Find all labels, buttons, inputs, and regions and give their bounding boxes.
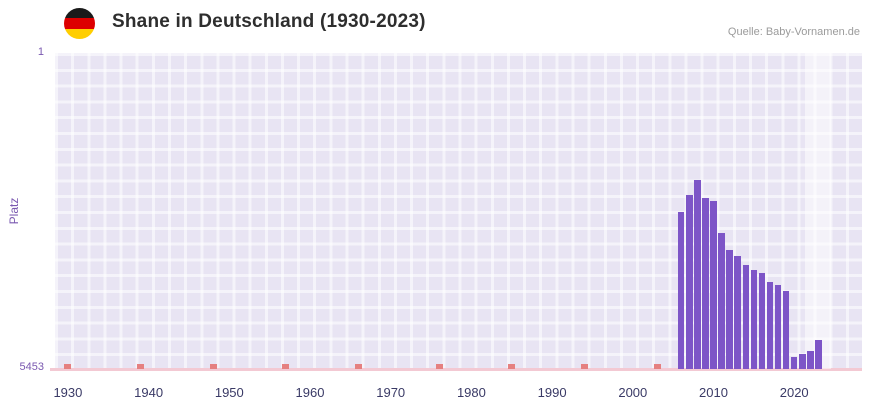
x-tick-label-1990: 1990 xyxy=(537,385,567,400)
x-tick-label-2010: 2010 xyxy=(699,385,728,400)
no-rank-marker-1948[interactable] xyxy=(209,364,217,369)
flag-stripe-red xyxy=(64,18,95,29)
plot-area xyxy=(50,53,862,371)
x-tick-label-1950: 1950 xyxy=(214,385,244,400)
x-axis-line xyxy=(50,368,862,371)
current-year-highlight-band xyxy=(804,53,831,369)
germany-flag-icon xyxy=(64,8,95,39)
x-axis-labels: 1930 1940 1950 1960 1970 1980 1990 2000 2010 2020 xyxy=(53,385,862,403)
no-rank-marker-1976[interactable] xyxy=(435,364,443,369)
rank-bar-2013[interactable] xyxy=(734,255,741,369)
rank-bar-2009[interactable] xyxy=(702,197,709,369)
rank-bar-2022[interactable] xyxy=(807,351,814,369)
chart-title: Shane in Deutschland (1930-2023) xyxy=(112,11,426,32)
no-rank-marker-2003[interactable] xyxy=(653,364,661,369)
x-tick-label-1980: 1980 xyxy=(456,385,486,400)
no-rank-marker-1966[interactable] xyxy=(354,364,362,369)
rank-bar-2018[interactable] xyxy=(774,284,782,369)
rank-bar-2020[interactable] xyxy=(790,357,798,369)
x-tick-label-1930: 1930 xyxy=(53,385,83,400)
rank-bar-2006[interactable] xyxy=(677,212,685,369)
x-tick-label-1960: 1960 xyxy=(295,385,325,400)
rank-bar-2010[interactable] xyxy=(710,200,717,369)
rank-bar-2014[interactable] xyxy=(742,264,750,369)
flag-stripe-gold xyxy=(64,28,95,39)
flag-stripe-black xyxy=(64,8,95,19)
rank-bar-2008[interactable] xyxy=(694,180,701,369)
rank-bar-2019[interactable] xyxy=(782,290,790,369)
rank-bar-2023[interactable] xyxy=(815,339,822,369)
x-tick-label-2020: 2020 xyxy=(779,385,809,400)
x-tick-label-1940: 1940 xyxy=(134,385,164,400)
no-rank-marker-1957[interactable] xyxy=(282,364,290,369)
y-axis-title: Platz xyxy=(7,197,21,225)
source-credit: Quelle: Baby-Vornamen.de xyxy=(727,26,860,38)
x-tick-label-1970: 1970 xyxy=(376,385,406,400)
rank-bar-2021[interactable] xyxy=(799,354,806,369)
y-tick-bottom: 5453 xyxy=(19,361,44,373)
no-rank-marker-1939[interactable] xyxy=(137,364,145,369)
rank-bar-2016[interactable] xyxy=(758,273,766,369)
no-rank-marker-1985[interactable] xyxy=(508,364,516,369)
y-tick-top: 1 xyxy=(37,46,44,58)
rank-bar-2017[interactable] xyxy=(766,281,774,369)
x-tick-label-2000: 2000 xyxy=(618,385,648,400)
rank-bar-2011[interactable] xyxy=(718,232,725,369)
no-rank-marker-1930[interactable] xyxy=(64,364,72,369)
rank-bar-2012[interactable] xyxy=(726,250,733,369)
no-rank-marker-1994[interactable] xyxy=(580,364,588,369)
rank-bar-2007[interactable] xyxy=(686,194,693,369)
rank-bar-2015[interactable] xyxy=(750,270,758,369)
